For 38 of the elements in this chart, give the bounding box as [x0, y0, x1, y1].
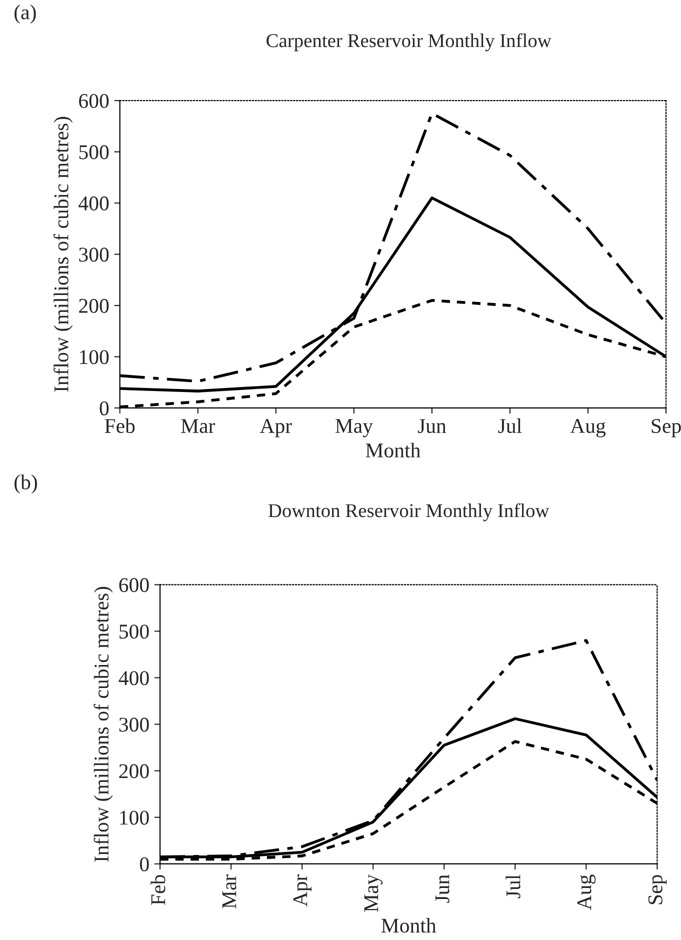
y-axis-title: Inflow (millions of cubic metres)	[94, 586, 113, 862]
y-tick-label: 600	[119, 578, 149, 592]
x-tick-label: Aug	[570, 419, 606, 438]
x-tick-label: Aug	[577, 874, 596, 910]
chart-title: Carpenter Reservoir Monthly Inflow	[266, 33, 552, 52]
x-tick-label: Sep	[652, 419, 681, 438]
y-tick-label: 100	[80, 350, 109, 364]
y-tick-label: 600	[79, 94, 109, 108]
x-tick-label: Jun	[418, 419, 446, 434]
y-tick-label: 200	[79, 298, 109, 313]
text: (a)	[14, 4, 36, 24]
y-axis-title: Inflow (millions of cubic metres)	[54, 116, 73, 392]
x-tick-label: Sep	[648, 875, 667, 904]
text: (b)	[14, 474, 37, 494]
x-tick-label: Apr	[260, 419, 292, 438]
x-tick-label: Mar	[222, 874, 236, 908]
x-tick-label: Jun	[435, 874, 450, 903]
y-tick-label: 500	[79, 145, 109, 160]
x-axis-title: Month	[366, 442, 420, 458]
chart-title: Downton Reservoir Monthly Inflow	[268, 503, 550, 522]
x-tick-label: Mar	[181, 419, 216, 434]
y-tick-label: 100	[120, 810, 149, 825]
y-tick-label: 200	[119, 764, 149, 778]
x-tick-label: May	[335, 419, 373, 438]
x-tick-label: Feb	[104, 418, 135, 434]
x-tick-label: May	[364, 874, 383, 912]
x-axis-title: Month	[381, 918, 436, 933]
x-tick-label: Jul	[506, 874, 520, 898]
y-tick-label: 0	[100, 401, 109, 416]
x-tick-label: Apr	[293, 874, 312, 906]
y-tick-label: 300	[79, 248, 109, 262]
y-tick-label: 400	[118, 671, 149, 686]
y-tick-label: 500	[120, 624, 149, 639]
y-tick-label: 400	[78, 196, 109, 210]
x-tick-label: Feb	[150, 875, 166, 905]
y-tick-label: 300	[119, 718, 149, 732]
x-tick-label: Jul	[498, 418, 522, 434]
y-tick-label: 0	[140, 857, 149, 872]
